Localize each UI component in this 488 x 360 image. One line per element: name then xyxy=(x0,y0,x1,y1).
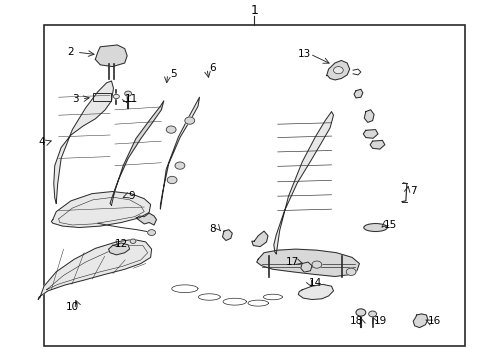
Bar xyxy=(44,25,464,346)
Text: 12: 12 xyxy=(114,239,128,249)
Circle shape xyxy=(333,67,343,74)
Polygon shape xyxy=(110,101,163,205)
Circle shape xyxy=(175,162,184,169)
Polygon shape xyxy=(251,231,267,247)
Circle shape xyxy=(184,117,194,124)
Text: 6: 6 xyxy=(209,63,216,73)
Polygon shape xyxy=(136,213,156,225)
Text: 2: 2 xyxy=(67,47,74,57)
Text: 19: 19 xyxy=(373,316,386,326)
Polygon shape xyxy=(353,89,362,98)
Polygon shape xyxy=(256,249,359,276)
Polygon shape xyxy=(54,81,113,203)
Polygon shape xyxy=(273,112,333,254)
Polygon shape xyxy=(222,230,232,240)
Circle shape xyxy=(130,239,136,243)
Text: 13: 13 xyxy=(297,49,310,59)
Ellipse shape xyxy=(363,224,386,231)
Text: 3: 3 xyxy=(72,94,79,104)
Text: 1: 1 xyxy=(250,4,258,17)
Text: 4: 4 xyxy=(38,137,45,147)
Polygon shape xyxy=(160,97,199,209)
Polygon shape xyxy=(412,314,427,328)
Polygon shape xyxy=(363,130,377,138)
Polygon shape xyxy=(364,110,373,122)
Text: 17: 17 xyxy=(285,257,299,267)
Bar xyxy=(93,93,111,101)
Text: 7: 7 xyxy=(409,186,416,196)
Circle shape xyxy=(167,176,177,184)
Text: 16: 16 xyxy=(427,316,440,326)
Polygon shape xyxy=(38,239,151,300)
Text: 18: 18 xyxy=(348,316,362,326)
Circle shape xyxy=(124,91,131,96)
Text: 10: 10 xyxy=(66,302,79,312)
Circle shape xyxy=(368,311,376,317)
Polygon shape xyxy=(51,192,150,228)
Polygon shape xyxy=(300,262,311,272)
Circle shape xyxy=(147,230,155,235)
Text: 5: 5 xyxy=(170,69,177,79)
Circle shape xyxy=(346,268,355,275)
Polygon shape xyxy=(108,243,129,255)
Polygon shape xyxy=(326,60,349,80)
Polygon shape xyxy=(369,140,384,149)
Circle shape xyxy=(113,94,119,99)
Circle shape xyxy=(166,126,176,133)
Text: 14: 14 xyxy=(308,278,322,288)
Text: 9: 9 xyxy=(128,191,135,201)
Text: 15: 15 xyxy=(383,220,396,230)
Text: 8: 8 xyxy=(209,224,216,234)
Polygon shape xyxy=(298,284,333,300)
Circle shape xyxy=(311,261,321,268)
Text: 11: 11 xyxy=(124,94,138,104)
Circle shape xyxy=(355,309,365,316)
Polygon shape xyxy=(95,45,127,67)
